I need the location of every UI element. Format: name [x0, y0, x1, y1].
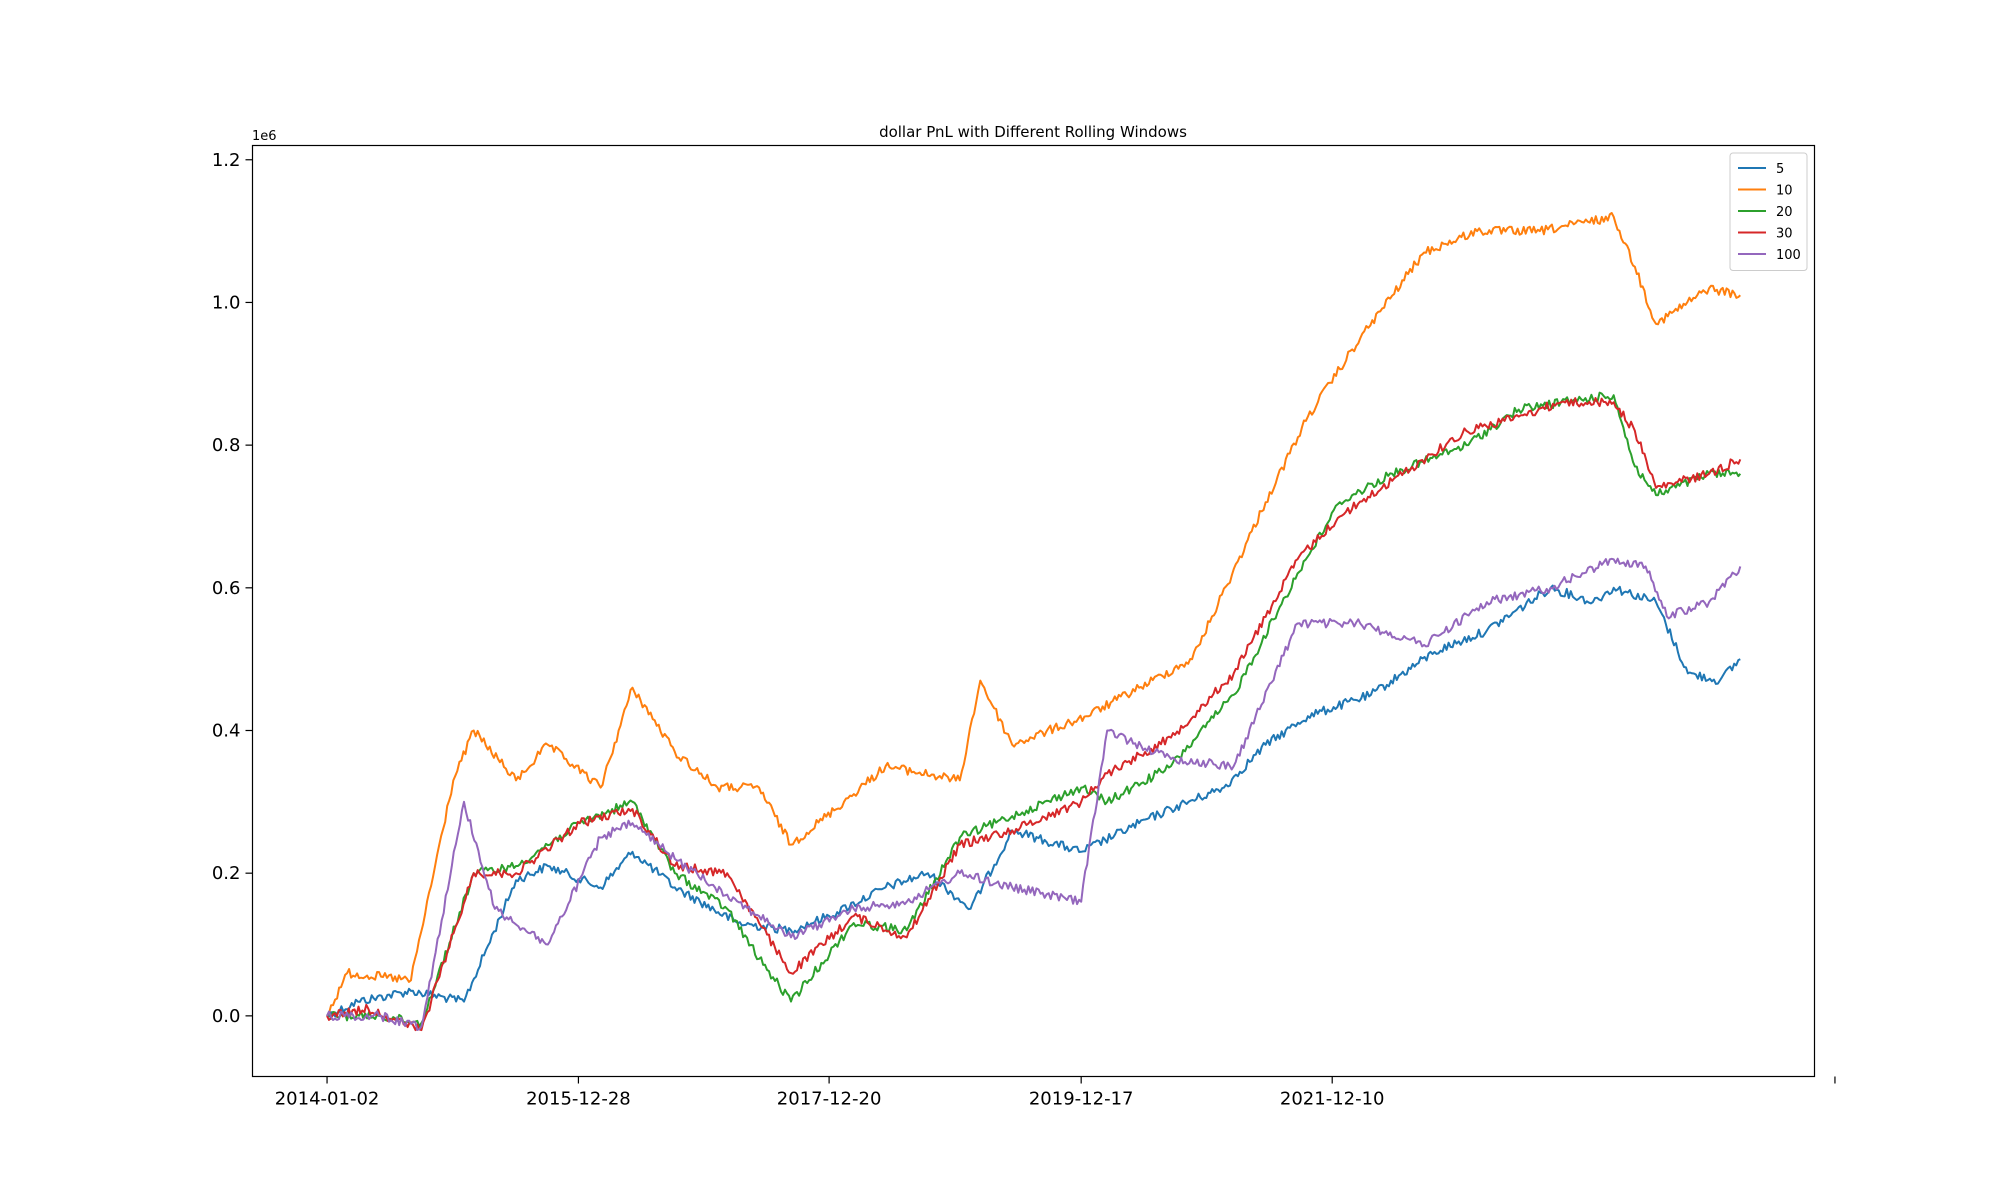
legend-label-20: 20	[1776, 205, 1793, 220]
x-tick-label: 2019-12-17	[1029, 1089, 1134, 1110]
series-line-100	[326, 557, 1742, 1031]
legend-label-30: 30	[1776, 227, 1793, 242]
y-tick-label: 0.2	[212, 863, 241, 884]
x-axis: 2014-01-02 2015-12-28 2017-12-20 2019-12-17…	[275, 1076, 1836, 1110]
y-tick-label: 0.8	[212, 435, 241, 456]
y-axis-offset-label: 1e6	[252, 129, 277, 144]
x-tick-label: 2021-12-10	[1280, 1089, 1385, 1110]
y-axis: 0.0 0.2 0.4 0.6 0.8 1.0 1.2	[212, 150, 253, 1027]
legend-label-100: 100	[1776, 248, 1801, 263]
y-tick-label: 0.4	[212, 720, 241, 741]
y-tick-label: 1.0	[212, 292, 241, 313]
chart-title: dollar PnL with Different Rolling Window…	[879, 123, 1187, 141]
plot-frame	[251, 144, 1816, 1078]
series-line-5	[326, 584, 1741, 1018]
legend-box	[1729, 152, 1808, 271]
series-line-10	[326, 212, 1741, 1017]
y-tick-label: 0.6	[212, 578, 241, 599]
x-tick-label: 2015-12-28	[526, 1089, 631, 1110]
legend-label-10: 10	[1776, 184, 1793, 199]
x-tick-label: 2014-01-02	[275, 1089, 380, 1110]
legend: 5 10 20 30 100	[1729, 152, 1808, 271]
x-tick-label: 2017-12-20	[777, 1089, 882, 1110]
series-line-20	[326, 391, 1742, 1028]
y-tick-label: 0.0	[212, 1006, 241, 1027]
legend-label-5: 5	[1776, 162, 1784, 177]
series-line-30	[326, 397, 1742, 1032]
y-tick-label: 1.2	[212, 150, 241, 171]
series-lines	[326, 212, 1742, 1032]
